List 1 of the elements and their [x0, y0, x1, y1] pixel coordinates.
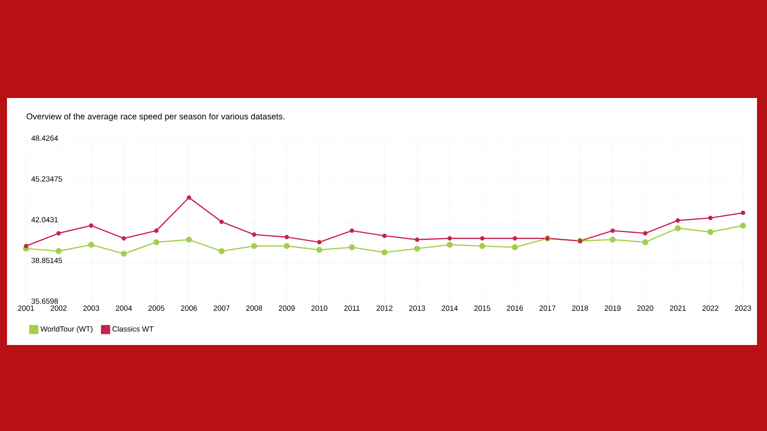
chart-title: Overview of the average race speed per season for various datasets.: [26, 113, 284, 122]
